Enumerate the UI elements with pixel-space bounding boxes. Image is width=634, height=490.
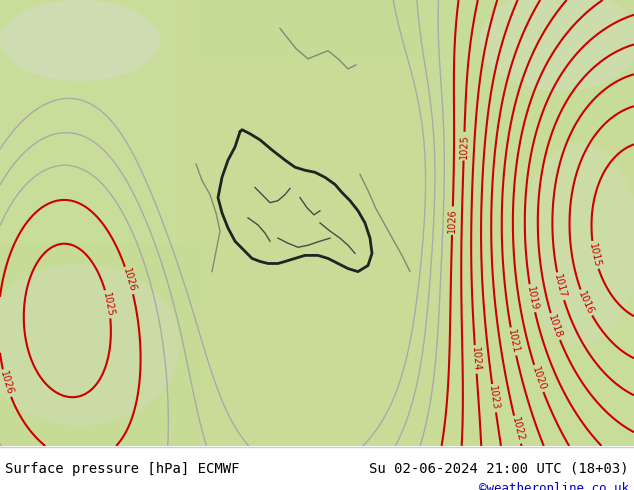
Bar bbox=[200, 0, 430, 61]
Bar bbox=[0, 0, 180, 243]
Text: 1022: 1022 bbox=[510, 416, 525, 443]
Text: 1024: 1024 bbox=[470, 347, 481, 372]
Text: 1015: 1015 bbox=[587, 242, 602, 268]
Ellipse shape bbox=[520, 142, 634, 344]
Bar bbox=[500, 243, 634, 446]
Bar bbox=[430, 0, 634, 142]
Text: 1025: 1025 bbox=[458, 134, 469, 159]
Ellipse shape bbox=[480, 0, 634, 91]
Text: ©weatheronline.co.uk: ©weatheronline.co.uk bbox=[479, 482, 629, 490]
Ellipse shape bbox=[0, 264, 180, 426]
Text: 1021: 1021 bbox=[506, 328, 521, 355]
Text: Surface pressure [hPa] ECMWF: Surface pressure [hPa] ECMWF bbox=[5, 462, 240, 476]
Text: 1026: 1026 bbox=[121, 267, 138, 294]
Text: Su 02-06-2024 21:00 UTC (18+03): Su 02-06-2024 21:00 UTC (18+03) bbox=[370, 462, 629, 476]
Text: 1016: 1016 bbox=[576, 290, 595, 316]
Text: 1025: 1025 bbox=[101, 291, 115, 318]
Text: 1018: 1018 bbox=[547, 314, 564, 340]
Bar bbox=[0, 243, 200, 446]
Text: 1017: 1017 bbox=[552, 273, 568, 299]
Text: 1026: 1026 bbox=[0, 370, 15, 396]
Ellipse shape bbox=[0, 0, 160, 81]
Text: 1023: 1023 bbox=[488, 385, 501, 411]
Text: 1026: 1026 bbox=[447, 208, 458, 233]
Text: 1020: 1020 bbox=[530, 366, 547, 392]
Text: 1019: 1019 bbox=[525, 285, 540, 311]
